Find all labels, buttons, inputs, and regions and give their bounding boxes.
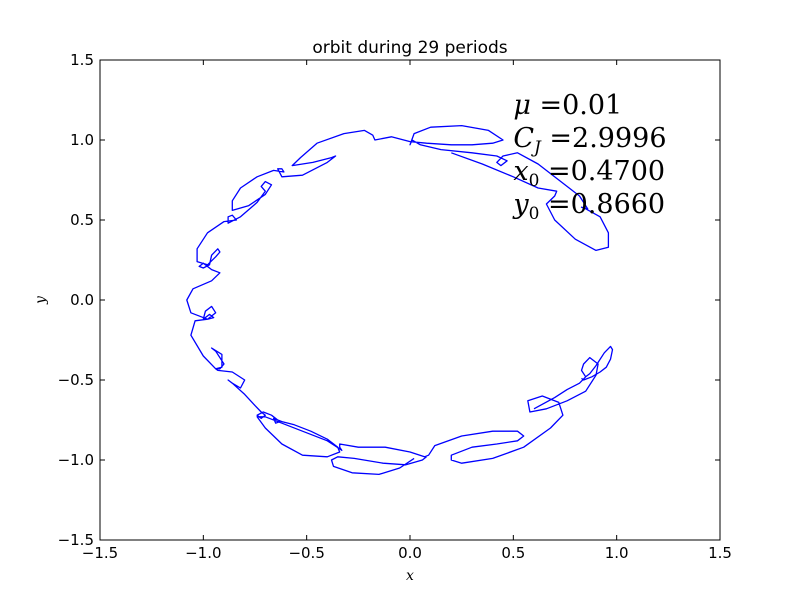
x-tick-label: 1.0 — [605, 544, 629, 562]
y-tick-label: −0.5 — [58, 371, 94, 389]
chart-title: orbit during 29 periods — [312, 38, 507, 58]
annotation-x0: x0 =0.4700 — [513, 156, 665, 191]
x-tick-label: −0.5 — [288, 544, 324, 562]
orbit-line-1 — [533, 345, 614, 410]
y-tick-label: −1.5 — [58, 531, 94, 549]
y-tick-label: −1.0 — [58, 451, 94, 469]
annotation-cj: CJ =2.9996 — [513, 123, 666, 158]
orbit-line-2 — [330, 456, 427, 476]
annotation-layer: μ =0.01 CJ =2.9996 x0 =0.4700 y0 =0.8660 — [512, 90, 666, 224]
x-tick-label: 1.5 — [708, 544, 732, 562]
x-tick-label: −1.0 — [185, 544, 221, 562]
annotation-y0: y0 =0.8660 — [512, 189, 665, 224]
tick-layer: −1.5 −1.0 −0.5 0.0 0.5 1.0 1.5 −1.5 −1.0 −0.5 0.0 0… — [58, 51, 732, 562]
y-tick-label: 0.5 — [70, 211, 94, 229]
x-tick-label: 0.5 — [501, 544, 525, 562]
plot-area: μ =0.01 CJ =2.9996 x0 =0.4700 y0 =0.8660… — [58, 51, 732, 562]
y-tick-label: 0.0 — [70, 291, 94, 309]
x-tick-label: −1.5 — [82, 544, 118, 562]
orbit-line-0 — [186, 124, 610, 464]
annotation-mu: μ =0.01 — [513, 90, 622, 121]
y-axis-label: y — [33, 295, 49, 305]
y-tick-label: 1.0 — [70, 131, 94, 149]
x-tick-label: 0.0 — [398, 544, 422, 562]
y-tick-label: 1.5 — [70, 51, 94, 69]
series-layer — [186, 124, 614, 476]
x-axis-label: x — [406, 568, 414, 584]
